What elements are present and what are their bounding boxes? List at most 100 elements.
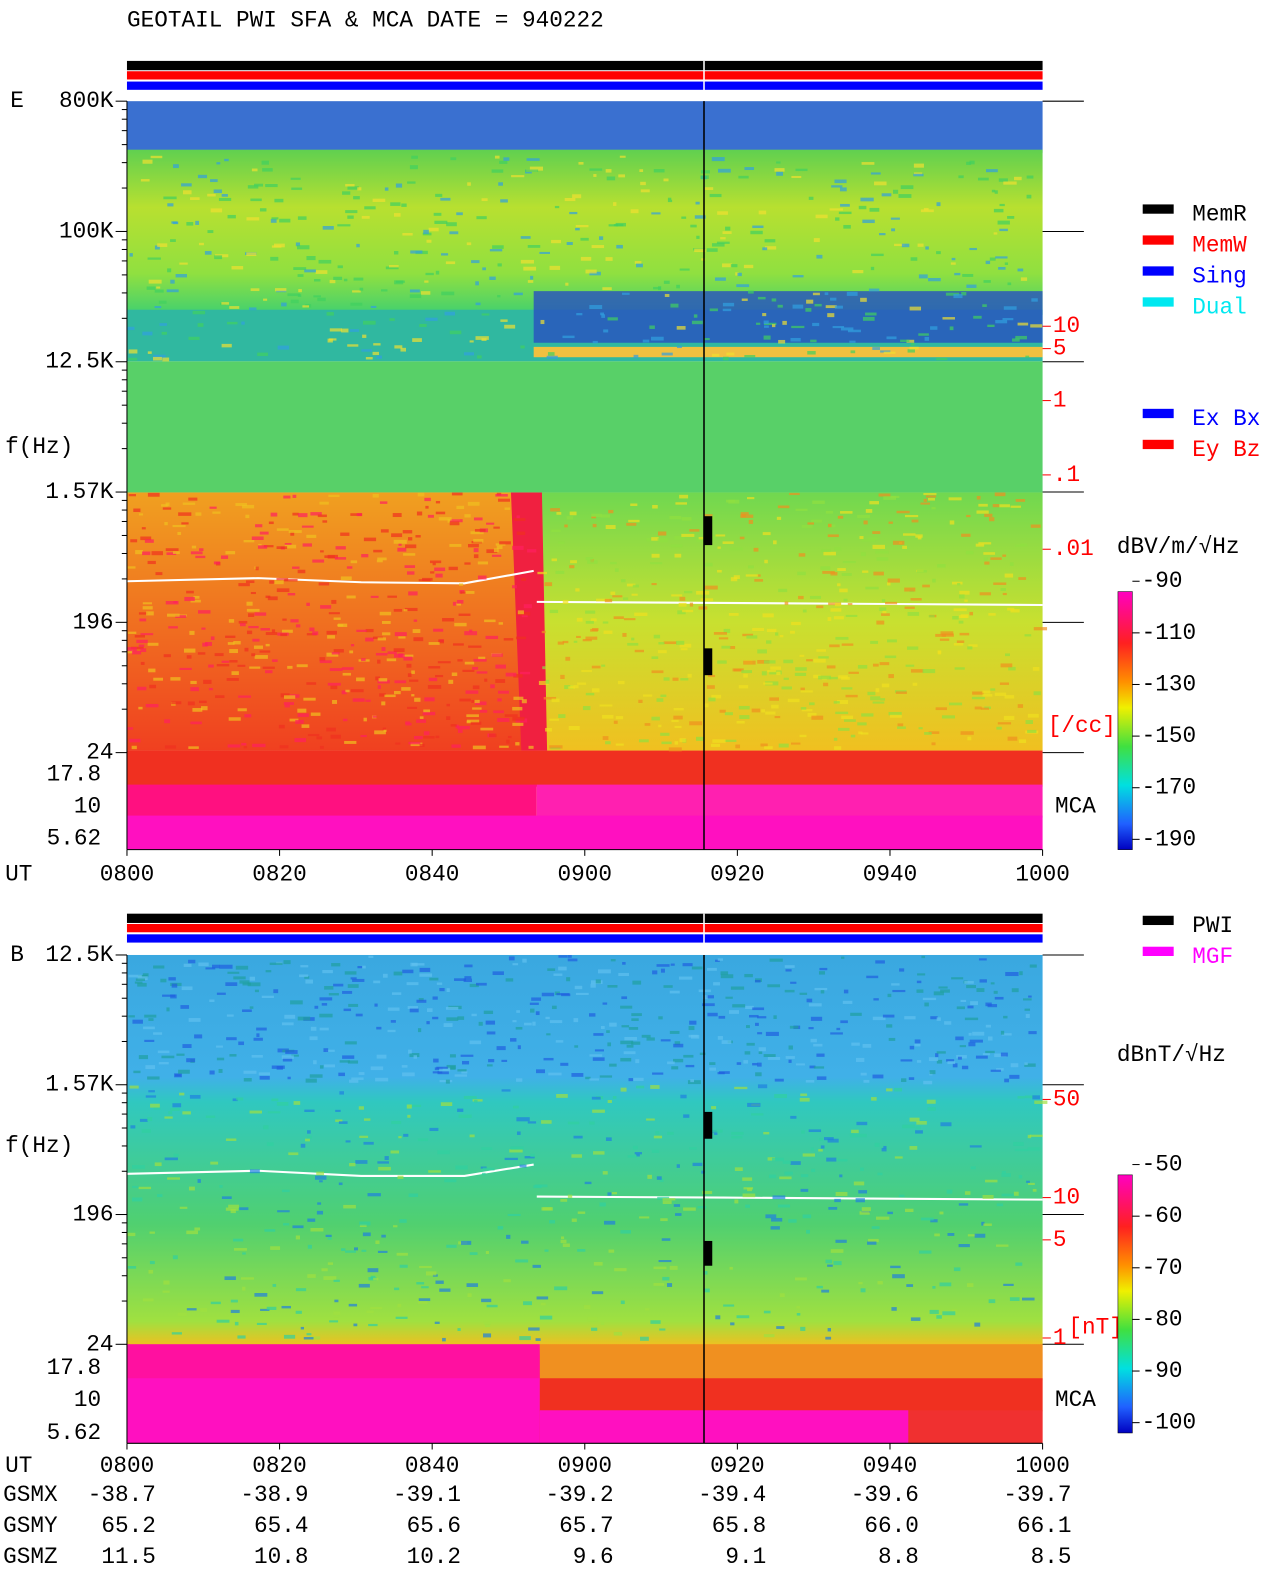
texture-cell — [495, 543, 506, 546]
texture-cell — [434, 1321, 440, 1324]
texture-cell — [149, 1260, 155, 1265]
texture-cell — [927, 1107, 936, 1111]
texture-cell — [130, 1125, 136, 1129]
texture-cell — [1004, 262, 1009, 265]
texture-cell — [436, 1066, 448, 1069]
legend-label: MGF — [1192, 944, 1233, 970]
texture-cell — [140, 536, 152, 541]
orbit-value: -39.7 — [1003, 1482, 1071, 1508]
texture-cell — [1011, 988, 1019, 993]
texture-cell — [946, 1189, 953, 1194]
texture-cell — [742, 1193, 756, 1198]
texture-cell — [806, 299, 814, 304]
texture-cell — [939, 1211, 944, 1215]
texture-cell — [210, 179, 218, 183]
texture-cell — [1025, 355, 1030, 358]
texture-cell — [581, 669, 593, 673]
texture-cell — [363, 537, 377, 542]
texture-cell — [1001, 1193, 1015, 1197]
texture-cell — [341, 328, 349, 333]
texture-cell — [493, 526, 500, 529]
mca-tick-label: 10 — [74, 793, 101, 819]
texture-cell — [312, 559, 325, 563]
texture-cell — [388, 265, 399, 268]
mca-tick-label: 17.8 — [47, 761, 101, 787]
texture-cell — [771, 704, 779, 709]
texture-cell — [896, 510, 910, 514]
texture-cell — [925, 246, 929, 250]
texture-cell — [909, 346, 919, 350]
legend-label: Ex Bx — [1192, 406, 1260, 432]
panel-label: B — [10, 942, 24, 968]
texture-cell — [1002, 592, 1007, 596]
texture-cell — [867, 1241, 877, 1245]
texture-cell — [250, 591, 256, 595]
texture-cell — [800, 707, 807, 710]
texture-cell — [689, 1020, 697, 1025]
texture-cell — [190, 721, 202, 725]
texture-cell — [848, 671, 859, 674]
texture-cell — [808, 196, 814, 200]
texture-cell — [512, 545, 524, 550]
texture-cell — [576, 635, 581, 638]
texture-cell — [717, 211, 728, 215]
texture-cell — [601, 664, 606, 667]
texture-cell — [972, 1031, 985, 1036]
texture-cell — [375, 1077, 389, 1082]
texture-cell — [276, 546, 288, 549]
texture-cell — [613, 202, 617, 206]
texture-cell — [265, 970, 272, 973]
texture-cell — [922, 669, 936, 674]
texture-cell — [1000, 1052, 1008, 1057]
texture-cell — [939, 1282, 952, 1287]
texture-cell — [752, 1062, 758, 1066]
texture-cell — [216, 1045, 223, 1048]
texture-cell — [403, 609, 408, 612]
texture-cell — [528, 745, 534, 749]
texture-cell — [147, 351, 152, 354]
texture-cell — [735, 272, 739, 276]
texture-cell — [424, 697, 435, 702]
texture-cell — [785, 969, 792, 972]
texture-cell — [190, 551, 203, 555]
texture-cell — [355, 1160, 368, 1164]
texture-cell — [417, 1301, 428, 1304]
texture-cell — [676, 326, 686, 330]
texture-cell — [1015, 544, 1024, 547]
texture-cell — [985, 260, 991, 265]
texture-cell — [127, 326, 135, 331]
orbit-value: 8.8 — [878, 1544, 919, 1570]
texture-cell — [738, 175, 749, 179]
texture-cell — [293, 1101, 301, 1105]
texture-cell — [688, 1026, 695, 1031]
texture-cell — [674, 725, 682, 729]
texture-cell — [576, 313, 583, 316]
texture-cell — [241, 742, 247, 746]
texture-cell — [297, 294, 302, 297]
density-tick-label: 50 — [1053, 1086, 1080, 1112]
texture-cell — [754, 579, 764, 582]
texture-cell — [131, 651, 142, 655]
texture-cell — [305, 979, 313, 984]
texture-cell — [319, 1180, 323, 1183]
texture-cell — [967, 1283, 974, 1288]
texture-cell — [887, 1211, 893, 1215]
texture-cell — [359, 1221, 371, 1226]
texture-cell — [926, 1099, 936, 1104]
colorbar-tick-label: -70 — [1142, 1255, 1183, 1281]
texture-cell — [994, 190, 998, 194]
texture-cell — [714, 277, 726, 281]
texture-cell — [951, 977, 964, 980]
texture-cell — [481, 198, 488, 202]
texture-cell — [831, 185, 843, 188]
colorbar — [1117, 591, 1133, 850]
texture-cell — [358, 1283, 370, 1288]
texture-cell — [292, 512, 299, 516]
texture-cell — [1024, 1008, 1031, 1011]
texture-cell — [769, 697, 779, 701]
texture-cell — [451, 672, 458, 676]
texture-cell — [948, 497, 962, 501]
texture-cell — [467, 501, 480, 506]
texture-cell — [477, 355, 482, 359]
texture-cell — [242, 1286, 246, 1291]
